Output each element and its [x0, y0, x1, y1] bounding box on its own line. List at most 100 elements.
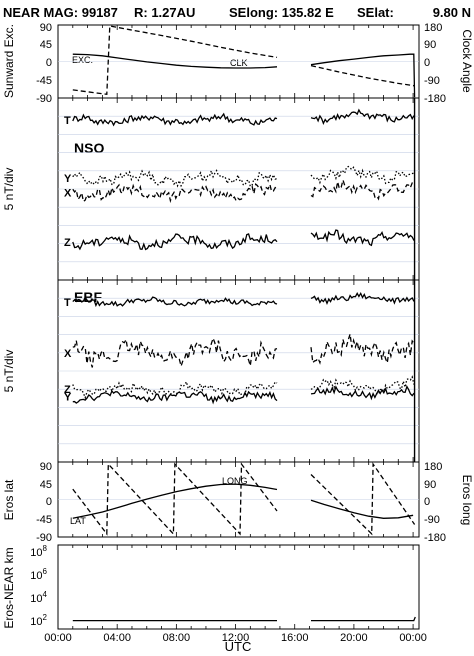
- y-axis-label-eros-long: Eros long: [460, 475, 474, 526]
- series-label-z: Z: [64, 384, 71, 396]
- tick-exponent: 2: [43, 613, 48, 622]
- selat-label: SElat:: [357, 5, 394, 20]
- annotation-long: LONG: [222, 476, 248, 486]
- distance-readout: R: 1.27AU: [134, 5, 195, 20]
- annotation-clk: CLK: [230, 58, 248, 68]
- y-tick-label: 0: [46, 496, 52, 508]
- y-tick-label: 106: [30, 567, 47, 582]
- y-tick-label: 90: [40, 461, 52, 473]
- series-label-x: X: [64, 348, 72, 360]
- y-tick-label: -45: [36, 75, 52, 87]
- y-tick-label: 104: [30, 590, 47, 605]
- series-label-y: Y: [64, 391, 72, 403]
- series-exc-line: [72, 53, 278, 69]
- y2-tick-label: 90: [424, 479, 436, 491]
- series-x-trace: [310, 333, 415, 366]
- tick-exponent: 6: [43, 567, 48, 576]
- series-clk-line: [72, 25, 278, 96]
- y2-tick-label: 180: [424, 22, 442, 34]
- y-tick-label: 90: [40, 22, 52, 34]
- x-tick-label: 16:00: [281, 632, 309, 644]
- y2-tick-label: -180: [424, 93, 446, 105]
- angles-y-ticks: 90 45 0 -45 -90: [36, 22, 52, 105]
- series-x-trace: [310, 177, 415, 201]
- plot-title: NEAR MAG: 99187: [3, 5, 118, 20]
- y-axis-label-eros-lat: Eros lat: [2, 479, 16, 520]
- angles-y2-ticks: 180 90 0 -90 -180: [424, 22, 446, 105]
- y-tick-label: -90: [36, 532, 52, 544]
- nso-plot-area: T YX Z: [58, 98, 419, 280]
- x-axis-label: UTC: [225, 639, 252, 654]
- tick-exponent: 8: [43, 544, 48, 553]
- y2-tick-label: 0: [424, 57, 430, 69]
- tick-base: 10: [30, 593, 42, 605]
- x-tick-label: 08:00: [163, 632, 191, 644]
- series-range-line: [311, 616, 416, 622]
- tick-exponent: 4: [43, 590, 48, 599]
- y2-tick-label: -180: [424, 532, 446, 544]
- y2-tick-label: 180: [424, 461, 442, 473]
- series-label-t: T: [64, 297, 71, 309]
- series-label-z: Z: [64, 237, 71, 249]
- y-tick-label: 108: [30, 544, 47, 559]
- panel-title-nso: NSO: [74, 140, 104, 156]
- series-y-trace: [310, 384, 415, 401]
- x-tick-label: 04:00: [103, 632, 131, 644]
- ebf-plot-area: T X ZY: [58, 280, 419, 462]
- y-axis-label-ebf: 5 nT/div: [2, 350, 16, 393]
- tick-base: 10: [30, 570, 42, 582]
- x-tick-label: 12:00: [222, 632, 250, 644]
- x-tick-label: 00:00: [399, 632, 427, 644]
- series-long-line: [310, 462, 416, 536]
- y-axis-label-sunward: Sunward Exc.: [2, 24, 16, 98]
- series-t-trace: [310, 108, 415, 125]
- y2-tick-label: 0: [424, 496, 430, 508]
- eros-range-plot-area: [72, 616, 416, 622]
- series-label-x: X: [64, 188, 72, 200]
- series-label-y: Y: [64, 173, 72, 185]
- selat-value: 9.80 N: [433, 5, 471, 20]
- eros-lat-y-ticks: 90 45 0 -45 -90: [36, 461, 52, 544]
- series-long-line: [72, 462, 278, 536]
- panel-frame-eros-range: [57, 544, 420, 630]
- series-x-trace: [72, 182, 278, 204]
- series-lat-line: [72, 483, 278, 519]
- series-exc-line: [310, 53, 416, 98]
- range-y-ticks: 108 106 104 102: [30, 544, 47, 628]
- series-y-trace: [72, 389, 278, 405]
- tick-base: 10: [30, 616, 42, 628]
- y2-tick-label: 90: [424, 39, 436, 51]
- eros-long-y2-ticks: 180 90 0 -90 -180: [424, 461, 446, 544]
- selong-readout: SElong: 135.82 E: [229, 5, 334, 20]
- annotation-lat: LAT: [70, 516, 86, 526]
- x-tick-label: 00:00: [44, 632, 72, 644]
- series-x-trace: [72, 336, 278, 369]
- series-t-trace: [72, 295, 278, 308]
- tick-base: 10: [30, 547, 42, 559]
- y-tick-label: 102: [30, 613, 47, 628]
- eros-position-plot-area: [58, 462, 419, 536]
- series-z-trace: [310, 229, 415, 247]
- series-y-trace: [310, 165, 415, 185]
- x-tick-label: 20:00: [340, 632, 368, 644]
- y-tick-label: 45: [40, 39, 52, 51]
- y-tick-label: -45: [36, 514, 52, 526]
- series-lat-line: [310, 499, 414, 519]
- series-t-trace: [310, 291, 415, 305]
- y2-tick-label: -90: [424, 514, 440, 526]
- y-tick-label: 45: [40, 479, 52, 491]
- y-tick-label: -90: [36, 93, 52, 105]
- series-label-t: T: [64, 115, 71, 127]
- y-axis-label-eros-near: Eros-NEAR km: [2, 547, 16, 628]
- y-axis-label-clock: Clock Angle: [460, 29, 474, 93]
- y-tick-label: 0: [46, 57, 52, 69]
- y2-tick-label: -90: [424, 75, 440, 87]
- series-y-trace: [72, 168, 278, 188]
- x-axis: 00:00 04:00 08:00 12:00 16:00 20:00 00:00: [44, 25, 427, 644]
- angles-plot-area: [58, 25, 419, 98]
- series-clk-line: [310, 64, 415, 87]
- annotation-exc: EXC.: [72, 55, 93, 65]
- series-t-trace: [72, 112, 278, 127]
- series-z-trace: [72, 233, 278, 251]
